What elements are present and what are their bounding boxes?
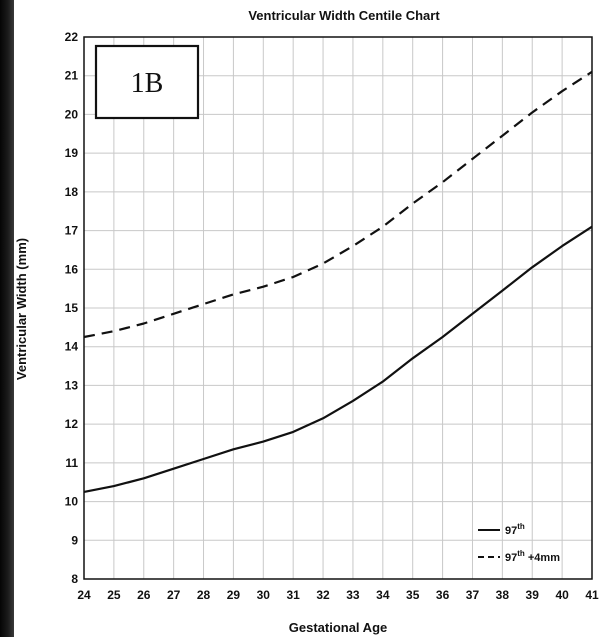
x-tick-label: 25 — [107, 588, 121, 602]
series-line-97th-plus-4mm — [83, 70, 593, 339]
x-tick-label: 32 — [316, 588, 330, 602]
y-tick-label: 10 — [65, 495, 79, 509]
x-tick-label: 37 — [466, 588, 480, 602]
x-tick-label: 29 — [227, 588, 241, 602]
y-tick-label: 13 — [65, 378, 79, 392]
y-tick-label: 8 — [71, 572, 78, 586]
y-tick-label: 19 — [65, 146, 79, 160]
y-tick-label: 12 — [65, 417, 79, 431]
panel-label-box: 1B — [94, 44, 200, 120]
y-tick-label: 21 — [65, 69, 79, 83]
panel-label-frame — [94, 44, 200, 120]
y-tick-label: 18 — [65, 185, 79, 199]
x-tick-label: 26 — [137, 588, 151, 602]
x-tick-label: 39 — [526, 588, 540, 602]
y-tick-label: 17 — [65, 224, 79, 238]
x-tick-label: 30 — [257, 588, 271, 602]
x-tick-label: 24 — [77, 588, 91, 602]
legend-label: 97th +4mm — [505, 549, 560, 564]
y-tick-label: 14 — [65, 340, 79, 354]
series-lines — [83, 70, 593, 493]
chart-title: Ventricular Width Centile Chart — [248, 8, 440, 23]
x-tick-label: 34 — [376, 588, 390, 602]
x-tick-label: 28 — [197, 588, 211, 602]
series-line-97th — [83, 225, 593, 493]
y-axis-title: Ventricular Width (mm) — [14, 238, 29, 380]
x-tick-label: 36 — [436, 588, 450, 602]
y-tick-label: 9 — [71, 533, 78, 547]
x-tick-label: 35 — [406, 588, 420, 602]
legend-label: 97th — [505, 522, 525, 537]
x-axis-title: Gestational Age — [289, 620, 387, 635]
x-tick-label: 38 — [496, 588, 510, 602]
x-tick-label: 40 — [555, 588, 569, 602]
x-tick-labels: 24 25 26 27 28 29 30 31 32 33 34 35 36 37 38 39 40 41 — [77, 588, 599, 602]
y-tick-label: 22 — [65, 30, 79, 44]
y-tick-label: 20 — [65, 107, 79, 121]
plot-frame — [83, 36, 593, 580]
y-tick-label: 15 — [65, 301, 79, 315]
y-tick-label: 16 — [65, 262, 79, 276]
y-tick-labels: 8 9 10 11 12 13 14 15 16 17 18 19 20 21 22 — [65, 30, 79, 586]
y-tick-label: 11 — [65, 456, 78, 470]
x-tick-label: 27 — [167, 588, 181, 602]
x-tick-label: 31 — [286, 588, 300, 602]
legend: 97th 97th +4mm — [478, 522, 560, 564]
grid — [83, 36, 593, 580]
x-tick-label: 41 — [585, 588, 599, 602]
x-tick-label: 33 — [346, 588, 360, 602]
left-edge-dark-strip — [0, 0, 14, 637]
panel-label: 1B — [131, 68, 164, 99]
